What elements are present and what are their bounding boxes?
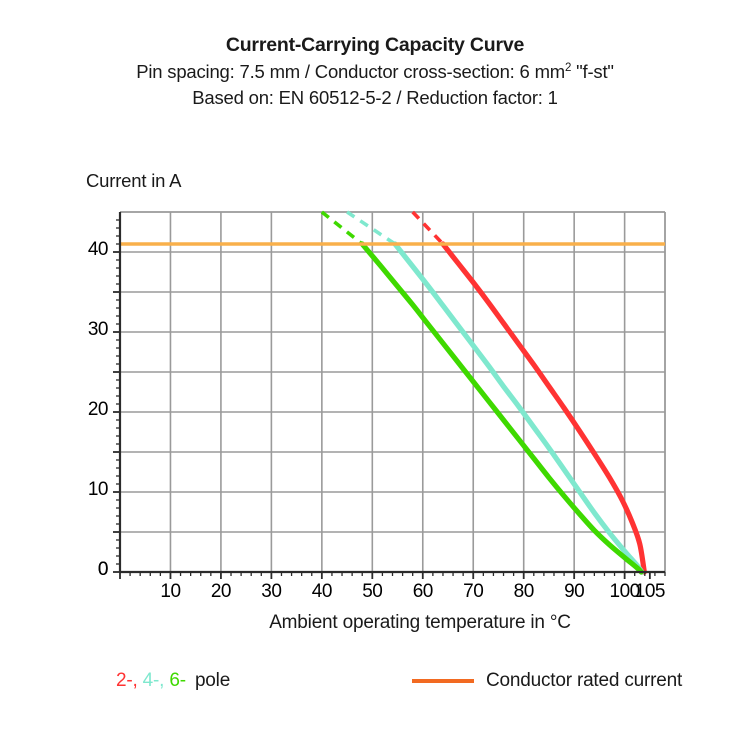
legend-pole-4-label: 4-, — [142, 670, 165, 691]
title-block: Current-Carrying Capacity Curve Pin spac… — [0, 32, 750, 111]
x-tick-label: 50 — [362, 581, 383, 602]
origin-zero-label: 0 — [97, 559, 109, 580]
plot-svg — [113, 210, 666, 579]
x-tick-label: 10 — [160, 581, 181, 602]
x-tick-label: 100 — [609, 581, 641, 602]
x-tick-label: 60 — [412, 581, 434, 602]
subtitle-pre: Pin spacing: 7.5 mm / Conductor cross-se… — [136, 61, 566, 82]
chart-title: Current-Carrying Capacity Curve — [225, 34, 525, 56]
legend: 2-, 4-, 6- pole Conductor rated current — [0, 670, 750, 704]
x-tick-label: 30 — [261, 581, 282, 602]
legend-rated-swatch-icon — [412, 679, 474, 683]
series-line-4-pole — [392, 241, 645, 575]
y-tick-label: 40 — [87, 239, 109, 260]
x-tick-label: 70 — [463, 581, 484, 602]
chart-subtitle-line1: Pin spacing: 7.5 mm / Conductor cross-se… — [0, 59, 750, 85]
y-tick-label: 30 — [87, 319, 109, 340]
x-tick-label: 90 — [564, 581, 585, 602]
y-tick-label: 0 — [97, 559, 109, 580]
chart-subtitle-line2: Based on: EN 60512-5-2 / Reduction facto… — [192, 87, 558, 108]
y-axis-label: Current in A — [86, 170, 182, 191]
data-series — [320, 210, 647, 575]
subtitle-post: "f-st" — [571, 61, 614, 82]
x-axis-label-wrap: Ambient operating temperature in °C — [0, 612, 750, 634]
x-tick-label: 20 — [210, 581, 232, 602]
series-line-2-pole — [440, 241, 647, 575]
x-axis-label: Ambient operating temperature in °C — [269, 612, 571, 633]
y-tick-label: 20 — [87, 399, 109, 420]
subtitle-superscript: 2 — [565, 61, 572, 74]
legend-poles: 2-, 4-, 6- pole — [116, 670, 230, 692]
series-dashed-4-pole — [346, 210, 397, 246]
legend-pole-word: pole — [194, 670, 231, 691]
legend-rated-current: Conductor rated current — [412, 670, 682, 692]
legend-rated-label: Conductor rated current — [486, 670, 683, 691]
x-tick-label: 40 — [311, 581, 333, 602]
x-tick-label: 105 — [634, 581, 666, 602]
series-line-6-pole — [359, 241, 644, 575]
series-dashed-6-pole — [320, 210, 364, 246]
series-dashed-2-pole — [411, 210, 445, 246]
axis-ticks — [113, 219, 666, 579]
x-tick-label: 80 — [513, 581, 535, 602]
legend-pole-6-label: 6- — [169, 670, 186, 691]
grid-lines — [120, 211, 666, 573]
plot-area — [113, 210, 666, 579]
legend-pole-2-label: 2-, — [116, 670, 138, 691]
y-tick-label: 10 — [87, 479, 109, 500]
